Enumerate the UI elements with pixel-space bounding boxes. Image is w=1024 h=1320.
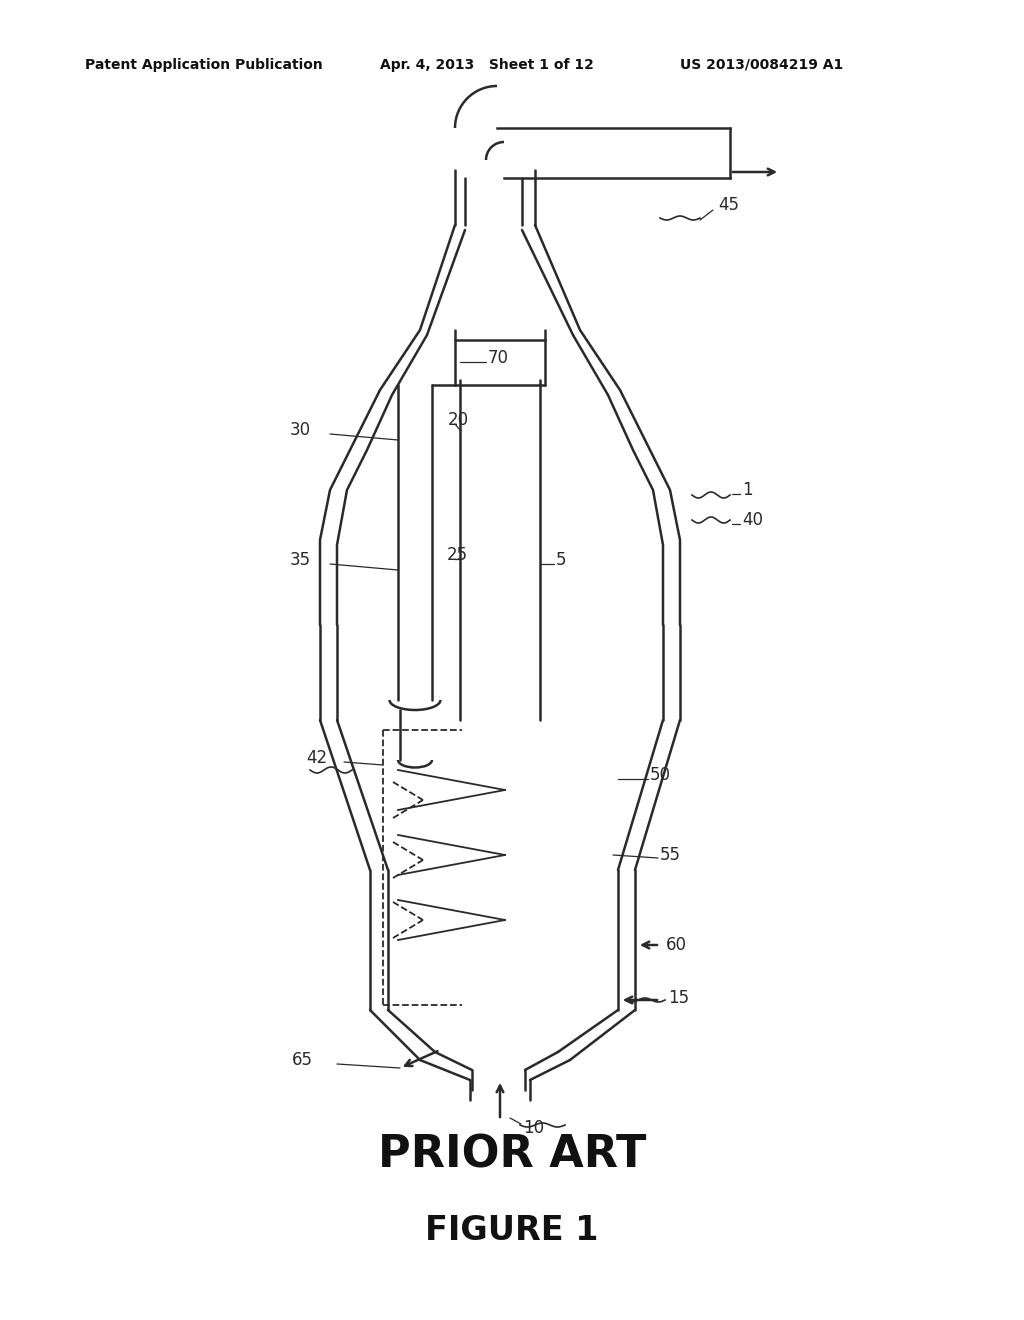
Text: 45: 45 [718, 195, 739, 214]
Text: 5: 5 [556, 550, 566, 569]
Text: 25: 25 [447, 546, 468, 564]
Text: 30: 30 [290, 421, 311, 440]
Text: 55: 55 [660, 846, 681, 865]
Text: 40: 40 [742, 511, 763, 529]
Text: 10: 10 [523, 1119, 544, 1137]
Text: 20: 20 [449, 411, 469, 429]
Text: 42: 42 [306, 748, 327, 767]
Text: FIGURE 1: FIGURE 1 [425, 1213, 599, 1246]
Text: 15: 15 [668, 989, 689, 1007]
Text: Patent Application Publication: Patent Application Publication [85, 58, 323, 73]
Text: 35: 35 [290, 550, 311, 569]
Text: Apr. 4, 2013   Sheet 1 of 12: Apr. 4, 2013 Sheet 1 of 12 [380, 58, 594, 73]
Text: 65: 65 [292, 1051, 313, 1069]
Text: 60: 60 [666, 936, 687, 954]
Text: PRIOR ART: PRIOR ART [378, 1134, 646, 1176]
Text: 70: 70 [488, 348, 509, 367]
Text: US 2013/0084219 A1: US 2013/0084219 A1 [680, 58, 843, 73]
Text: 50: 50 [650, 766, 671, 784]
Text: 1: 1 [742, 480, 753, 499]
